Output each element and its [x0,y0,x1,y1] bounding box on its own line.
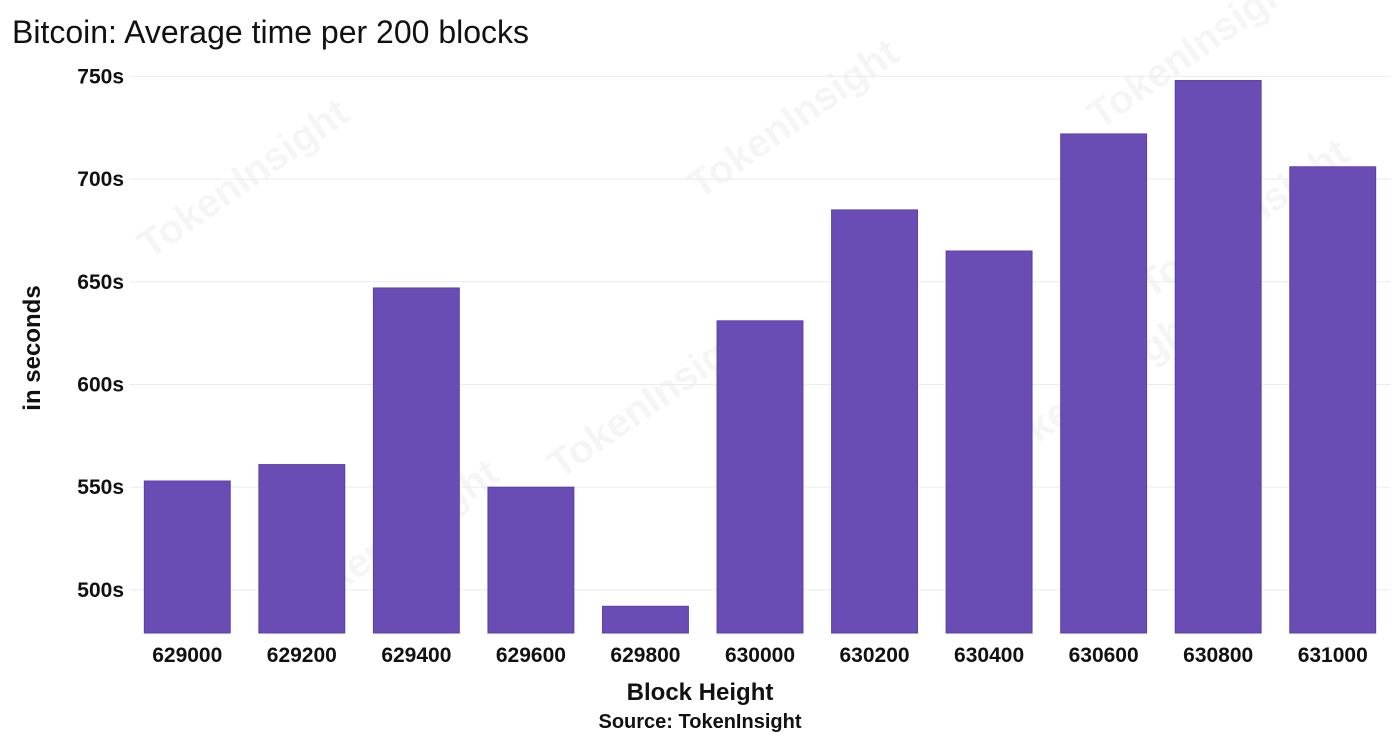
x-tick-label: 631000 [1298,644,1368,667]
bar [716,320,804,634]
bar [602,605,689,634]
y-tick-label: 500s [77,579,124,602]
bar [487,486,575,634]
bars [143,80,1377,634]
x-tick-label: 629600 [496,644,566,667]
x-tick-label: 629800 [610,644,680,667]
bar [1289,166,1377,634]
source-note: Source: TokenInsight [599,711,802,733]
bar [372,287,460,634]
bar [1174,80,1262,634]
x-axis-title: Block Height [627,679,774,706]
x-axis-ticks: 629000 629200 629400 629600 629800 630000 6302… [152,644,1368,667]
y-tick-label: 650s [77,271,124,294]
chart-title: Bitcoin: Average time per 200 blocks [12,14,530,50]
x-tick-label: 630200 [840,644,910,667]
bar [945,250,1033,634]
y-axis-ticks: 500s 550s 600s 650s 700s 750s [77,65,124,601]
x-tick-label: 629400 [381,644,451,667]
bar [143,480,231,634]
x-tick-label: 630800 [1183,644,1253,667]
watermark-text: TokenInsight [680,30,907,207]
x-tick-label: 630400 [954,644,1024,667]
bar [831,209,918,634]
x-tick-label: 629200 [267,644,337,667]
bar [258,464,346,634]
x-tick-label: 629000 [152,644,222,667]
y-tick-label: 700s [77,168,124,191]
y-tick-label: 550s [77,476,124,499]
y-tick-label: 750s [77,65,124,88]
y-tick-label: 600s [77,373,124,396]
y-axis-title: in seconds [19,285,46,410]
x-tick-label: 630600 [1069,644,1139,667]
bar [1060,133,1148,634]
x-tick-label: 630000 [725,644,795,667]
